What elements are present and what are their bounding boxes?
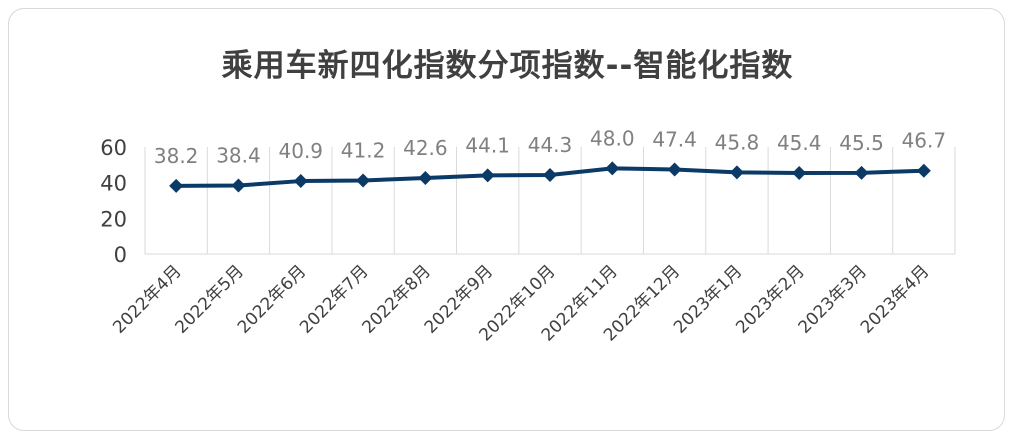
chart-title: 乘用车新四化指数分项指数--智能化指数	[221, 48, 794, 84]
data-label: 45.5	[839, 131, 884, 155]
x-tick-label: 2023年4月	[857, 261, 933, 337]
data-point-marker	[605, 161, 620, 176]
y-tick-label: 60	[100, 136, 127, 160]
data-label: 45.8	[715, 130, 760, 154]
data-point-marker	[854, 165, 869, 180]
data-label: 48.0	[590, 126, 635, 150]
data-label: 42.6	[403, 136, 448, 160]
data-point-marker	[169, 178, 184, 193]
chart-card	[8, 8, 1005, 431]
data-label: 41.2	[341, 139, 386, 163]
data-label: 45.4	[777, 131, 822, 155]
y-tick-label: 0	[114, 243, 127, 267]
data-point-marker	[293, 174, 308, 189]
data-point-marker	[480, 168, 495, 183]
data-label: 44.3	[528, 133, 573, 157]
y-tick-label: 20	[100, 207, 127, 231]
data-label: 38.4	[216, 144, 261, 168]
data-point-marker	[543, 167, 557, 182]
data-point-marker	[418, 171, 433, 186]
data-point-marker	[916, 163, 931, 178]
data-label: 47.4	[652, 127, 697, 151]
data-point-marker	[667, 162, 682, 177]
data-label: 46.7	[902, 129, 947, 153]
data-point-marker	[729, 165, 744, 180]
data-label: 38.2	[154, 144, 199, 168]
data-point-marker	[792, 166, 807, 181]
data-label: 44.1	[465, 133, 510, 157]
data-point-marker	[231, 178, 246, 193]
data-point-marker	[356, 173, 371, 188]
data-label: 40.9	[279, 139, 324, 163]
y-tick-label: 40	[100, 172, 127, 196]
